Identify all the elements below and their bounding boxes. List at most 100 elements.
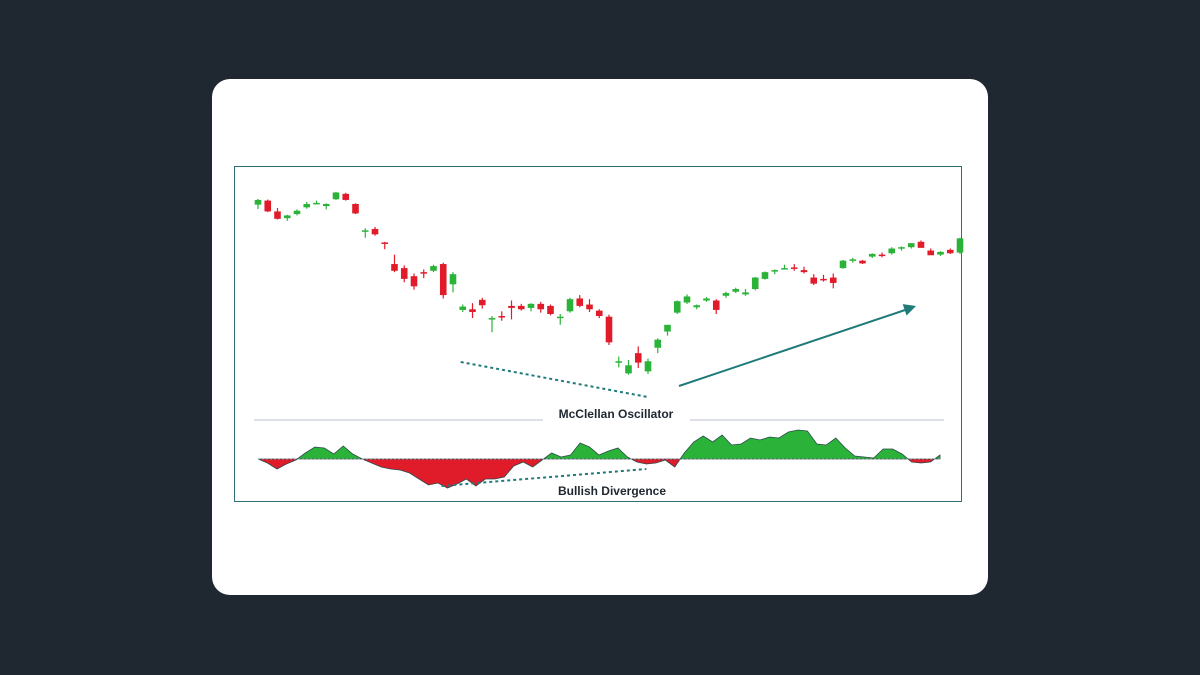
candle-body [313,202,320,205]
candle-body [430,266,437,271]
candle-body [712,300,720,310]
divergence-label: Bullish Divergence [558,484,666,498]
candle [859,260,866,265]
candle [381,241,389,250]
candle [664,324,671,336]
candle [264,199,272,213]
candle [839,260,847,269]
candle-body [449,274,457,285]
candle [644,358,652,375]
candle-body [322,203,330,206]
candle [712,299,720,314]
candle-body [781,268,788,270]
candle [927,248,935,256]
oscillator-positive-area [542,442,632,460]
candle-body [664,324,671,332]
candle-body [488,318,496,320]
candle [790,264,798,271]
candle [586,299,593,312]
candle-body [703,298,710,301]
candle [878,252,886,258]
candle [488,316,496,333]
candle [615,356,623,368]
candle [654,338,662,354]
candle [946,248,954,254]
candle [907,243,915,249]
candle [410,273,418,290]
candle-body [790,267,798,269]
candle-body [400,268,408,279]
candle [400,265,408,283]
candle-body [800,270,808,273]
candle [742,289,749,296]
candle [254,198,262,209]
candle-body [478,299,486,306]
candle [771,269,779,275]
candle-body [673,301,681,313]
annotations [441,304,916,487]
candle-body [537,303,545,310]
candle [566,297,574,313]
candle-body [352,203,359,214]
oscillator-negative-area [631,458,681,468]
candle-body [264,200,272,212]
uptrend-arrow-line [678,308,909,387]
candle-body [303,203,311,208]
candle [956,237,964,254]
candle [283,214,291,221]
candle-body [615,361,623,363]
candle-body [517,305,525,310]
oscillator-area [257,429,941,489]
candle-body [937,251,944,255]
candle-body [898,247,905,249]
oscillator-positive-area [296,445,363,460]
candle [898,246,905,251]
candle-body [859,260,866,264]
candle-body [722,293,730,296]
candle [332,191,340,200]
candle-body [274,211,281,219]
candle-body [829,277,837,283]
candle-body [508,305,515,308]
candle [800,266,808,274]
candle-body [956,238,964,253]
candle [439,262,447,299]
candle-body [556,316,564,319]
candle-body [332,192,340,200]
candle [517,303,525,311]
candle-body [820,278,827,281]
candle-body [654,339,662,348]
candle [342,192,350,201]
candle-body [283,215,291,219]
candle-body [254,199,262,205]
candle [937,251,944,256]
candle-body [566,299,574,312]
candle-body [293,210,301,215]
candle-body [751,277,759,290]
candle [703,297,710,302]
candle [469,303,476,319]
candle-body [946,249,954,254]
candle [673,300,681,314]
oscillator-negative-area [906,458,936,464]
candle-body [693,305,701,308]
candle-body [361,230,369,232]
candle [498,311,506,321]
candle-body [917,241,925,248]
candle-body [761,272,769,279]
candle-body [586,304,593,310]
candle [595,309,603,319]
candle-body [771,270,779,272]
candle [781,264,788,270]
candle-body [498,316,506,318]
candle-body [625,365,632,374]
candle-body [878,254,886,257]
candle [810,274,818,285]
candle-body [439,264,447,296]
candle [683,294,691,304]
candle [371,226,379,236]
candle-body [410,276,418,287]
candle-body [547,305,554,314]
candle [732,287,740,294]
candle-body [634,353,642,363]
